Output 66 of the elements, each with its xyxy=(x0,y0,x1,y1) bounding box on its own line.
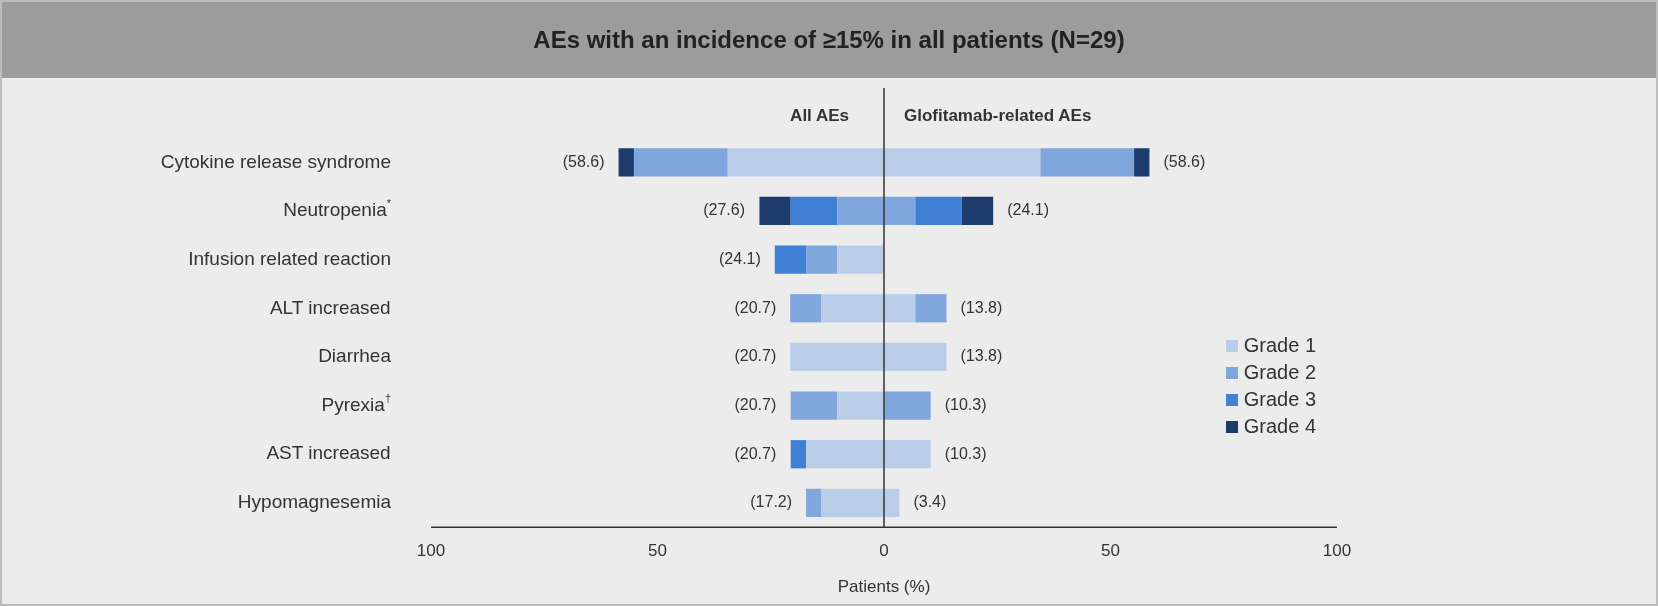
bar xyxy=(727,148,884,177)
x-tick-label: 100 xyxy=(416,541,446,561)
bar xyxy=(790,196,838,226)
text: Glofitamab-related AEs xyxy=(904,105,1092,125)
legend-label: Grade 3 xyxy=(1243,387,1316,412)
annotation: (20.7) xyxy=(734,444,777,462)
x-axis-title: Patients (%) xyxy=(837,577,931,597)
annotation: (27.6) xyxy=(703,201,745,219)
annotation: (17.2) xyxy=(750,493,793,511)
bar xyxy=(837,391,884,420)
bar xyxy=(884,294,916,323)
bar xyxy=(806,245,838,274)
annotation: (20.7) xyxy=(734,298,777,316)
y-tick-label: AST increased xyxy=(266,442,391,464)
bar xyxy=(961,196,994,226)
x-tick-label: 100 xyxy=(1322,541,1352,561)
bar xyxy=(837,196,884,226)
x-tick-label: 50 xyxy=(1101,541,1120,561)
legend-label: Grade 1 xyxy=(1243,333,1316,358)
bar xyxy=(884,148,1041,177)
legend-label: Grade 2 xyxy=(1243,360,1316,385)
bar xyxy=(790,440,807,469)
bar xyxy=(759,196,791,226)
bar xyxy=(790,391,838,420)
bar xyxy=(790,294,822,323)
bar xyxy=(806,488,822,517)
y-tick-label: ALT increased xyxy=(269,296,391,318)
bar xyxy=(915,196,962,226)
annotation: (24.1) xyxy=(719,250,761,268)
bar xyxy=(915,294,947,323)
y-tick-label: Cytokine release syndrome xyxy=(160,150,391,172)
bar xyxy=(618,148,634,177)
bar xyxy=(821,488,884,517)
bar xyxy=(1040,148,1135,177)
bar xyxy=(790,342,884,372)
annotation: (10.3) xyxy=(944,444,987,462)
legend-label: Grade 4 xyxy=(1243,414,1316,439)
annotation: (20.7) xyxy=(734,347,777,365)
text: All AEs xyxy=(790,105,849,125)
annotation: (20.7) xyxy=(734,395,777,413)
bar xyxy=(884,488,900,517)
bar xyxy=(884,196,916,226)
bar xyxy=(633,148,728,177)
annotation: (24.1) xyxy=(1007,201,1049,219)
x-tick-label: 50 xyxy=(648,541,667,561)
bar xyxy=(1134,148,1150,177)
annotation: (58.6) xyxy=(1163,152,1206,170)
bar xyxy=(821,294,884,323)
annotation: (3.4) xyxy=(913,493,947,511)
y-tick-label: Pyrexia† xyxy=(321,391,392,415)
annotation: (13.8) xyxy=(960,298,1003,316)
bar xyxy=(884,342,947,372)
bar xyxy=(884,391,931,420)
bar xyxy=(884,440,931,469)
y-tick-label: Diarrhea xyxy=(318,345,392,367)
bar xyxy=(806,440,884,469)
bar xyxy=(837,245,884,274)
chart-title: AEs with an incidence of ≥15% in all patients (N=29) xyxy=(2,2,1656,78)
annotation: (13.8) xyxy=(960,347,1003,365)
annotation: (10.3) xyxy=(944,395,987,413)
y-tick-label: Hypomagnesemia xyxy=(237,491,392,513)
annotation: (58.6) xyxy=(562,152,605,170)
y-tick-label: Infusion related reaction xyxy=(188,247,391,269)
bar xyxy=(774,245,807,274)
x-tick-label: 0 xyxy=(879,541,889,561)
y-tick-label: Neutropenia* xyxy=(283,197,392,221)
